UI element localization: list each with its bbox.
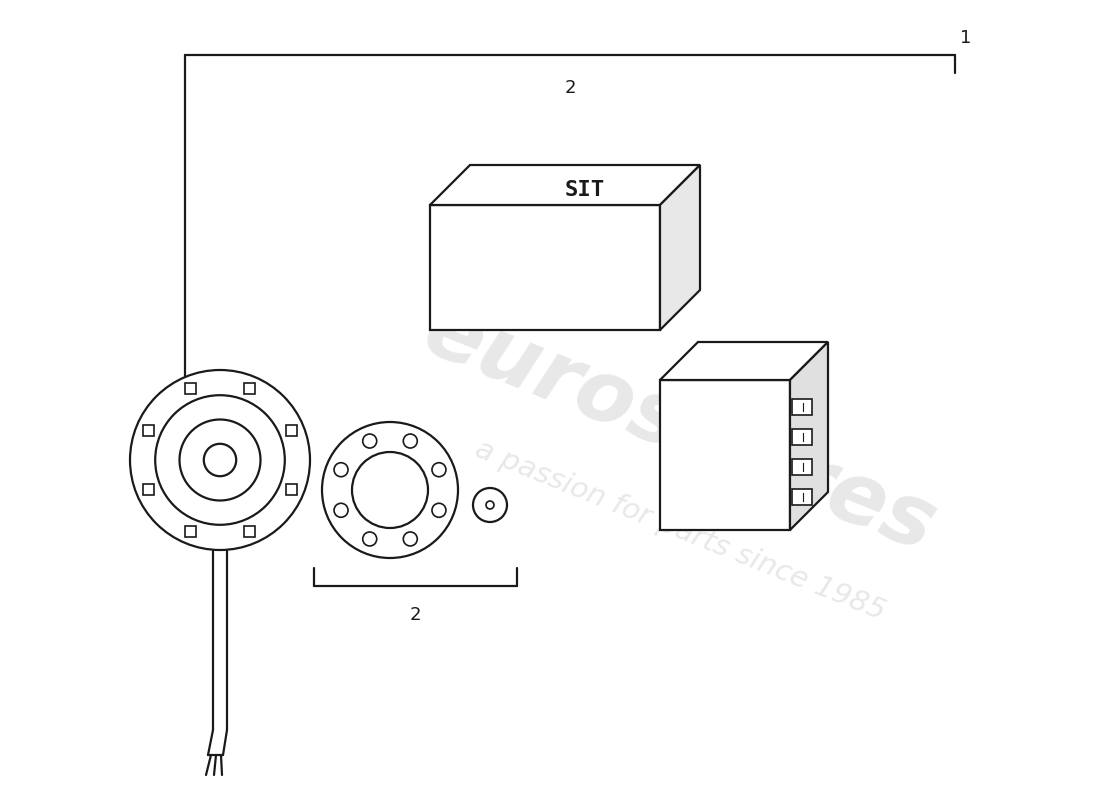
Polygon shape — [430, 205, 660, 330]
Polygon shape — [430, 165, 700, 205]
Text: 2: 2 — [564, 79, 575, 97]
Circle shape — [363, 434, 376, 448]
Polygon shape — [792, 429, 812, 445]
Bar — [143, 425, 154, 436]
Polygon shape — [660, 380, 790, 530]
Circle shape — [204, 444, 236, 476]
Circle shape — [352, 452, 428, 528]
Text: SIT: SIT — [565, 180, 605, 200]
Circle shape — [130, 370, 310, 550]
Circle shape — [404, 532, 417, 546]
Circle shape — [334, 503, 348, 518]
Bar — [244, 383, 255, 394]
Circle shape — [363, 532, 376, 546]
Text: a passion for parts since 1985: a passion for parts since 1985 — [471, 434, 889, 626]
Bar — [244, 526, 255, 537]
Bar — [286, 484, 297, 495]
Circle shape — [334, 462, 348, 477]
Polygon shape — [792, 459, 812, 475]
Bar — [185, 526, 196, 537]
Circle shape — [322, 422, 458, 558]
Polygon shape — [790, 342, 828, 530]
Circle shape — [432, 462, 446, 477]
Circle shape — [404, 434, 417, 448]
Bar — [185, 383, 196, 394]
Text: eurospares: eurospares — [412, 290, 948, 570]
Text: 1: 1 — [960, 29, 971, 47]
Polygon shape — [792, 489, 812, 505]
Circle shape — [179, 419, 261, 501]
Bar — [286, 425, 297, 436]
Text: 2: 2 — [409, 606, 421, 624]
Bar — [143, 484, 154, 495]
Circle shape — [432, 503, 446, 518]
Polygon shape — [792, 399, 812, 415]
Circle shape — [155, 395, 285, 525]
Polygon shape — [660, 165, 700, 330]
Circle shape — [486, 501, 494, 509]
Polygon shape — [660, 342, 828, 380]
Circle shape — [473, 488, 507, 522]
